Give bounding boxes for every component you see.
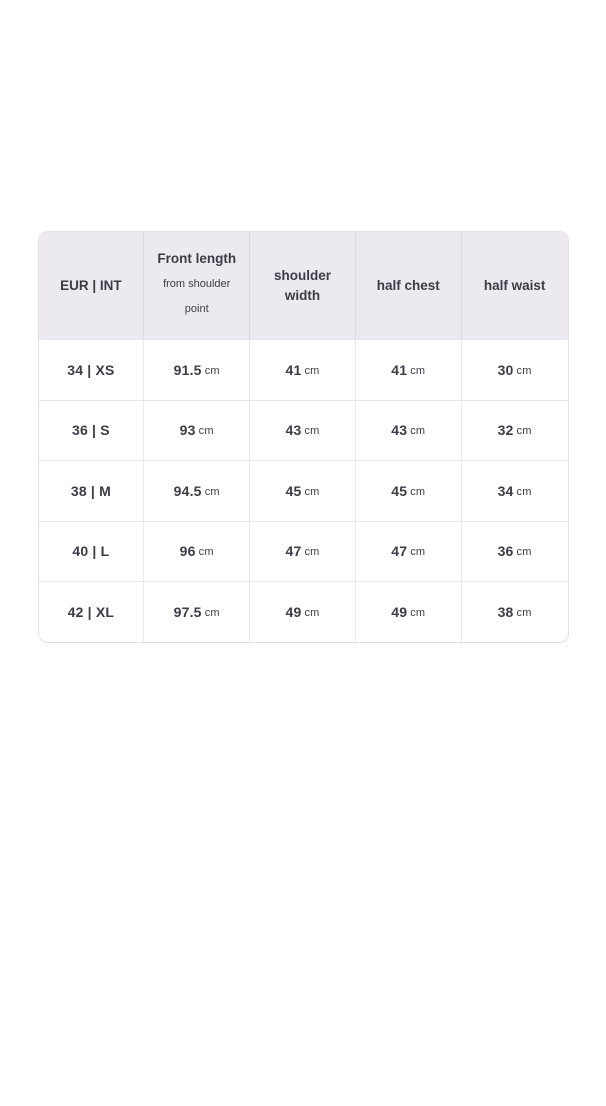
header-front-length: Front length from shoulder point	[144, 232, 251, 339]
value-number: 49	[391, 603, 408, 620]
value-unit: cm	[198, 546, 214, 559]
value-number: 32	[497, 422, 514, 439]
half-waist-cell: 30 cm	[462, 340, 568, 400]
half-waist-cell: 36 cm	[462, 522, 568, 582]
value-number: 34	[497, 482, 514, 499]
half-chest-cell: 41 cm	[356, 340, 462, 400]
value-unit: cm	[516, 606, 532, 619]
value-unit: cm	[204, 606, 220, 619]
half-chest-cell: 45 cm	[356, 461, 462, 521]
value-unit: cm	[410, 425, 426, 438]
table-row: 34 | XS 91.5 cm 41 cm 41 cm 30 cm	[38, 339, 568, 400]
size-cell: 34 | XS	[39, 340, 145, 400]
table-body: 34 | XS 91.5 cm 41 cm 41 cm 30 cm 36 | S 93 cm 43 cm 4…	[38, 339, 568, 642]
value-number: 30	[497, 361, 514, 378]
value-unit: cm	[516, 485, 532, 498]
front-length-cell: 91.5 cm	[144, 340, 251, 400]
value-unit: cm	[410, 546, 426, 559]
value-number: 38	[497, 603, 514, 620]
value-unit: cm	[304, 425, 320, 438]
value-number: 97.5	[173, 603, 202, 620]
value-unit: cm	[204, 364, 220, 377]
shoulder-width-cell: 45 cm	[250, 461, 356, 521]
header-sublabel: from shoulder point	[163, 278, 231, 315]
front-length-cell: 97.5 cm	[144, 582, 251, 642]
value-number: 49	[285, 603, 302, 620]
value-number: 94.5	[173, 482, 202, 499]
half-chest-cell: 47 cm	[356, 521, 462, 581]
table-row: 38 | M 94.5 cm 45 cm 45 cm 34 cm	[38, 460, 568, 521]
header-shoulder-width: shoulder width	[250, 232, 356, 339]
value-unit: cm	[198, 425, 214, 438]
value-unit: cm	[410, 485, 426, 498]
value-unit: cm	[304, 606, 320, 619]
header-label: shoulder width	[273, 267, 331, 303]
size-cell: 42 | XL	[39, 582, 145, 642]
half-waist-cell: 38 cm	[462, 582, 568, 642]
value-number: 43	[391, 422, 408, 439]
value-number: 93	[179, 422, 196, 439]
shoulder-width-cell: 47 cm	[250, 521, 356, 581]
value-unit: cm	[516, 425, 532, 438]
header-label: half chest	[376, 277, 440, 293]
value-unit: cm	[304, 364, 320, 377]
shoulder-width-cell: 43 cm	[250, 400, 356, 460]
header-half-waist: half waist	[462, 232, 568, 339]
table-header-row: EUR | INT Front length from shoulder poi…	[38, 232, 568, 339]
value-number: 47	[285, 543, 302, 560]
size-cell: 40 | L	[39, 521, 145, 581]
value-unit: cm	[410, 364, 426, 377]
value-number: 91.5	[173, 361, 202, 378]
half-waist-cell: 32 cm	[462, 401, 568, 461]
value-unit: cm	[304, 485, 320, 498]
header-half-chest: half chest	[356, 232, 462, 339]
size-cell: 38 | M	[39, 461, 145, 521]
front-length-cell: 93 cm	[144, 400, 251, 460]
size-cell: 36 | S	[39, 400, 145, 460]
header-label: EUR | INT	[60, 277, 122, 293]
front-length-cell: 94.5 cm	[144, 461, 251, 521]
value-number: 45	[391, 482, 408, 499]
value-unit: cm	[516, 546, 532, 559]
front-length-cell: 96 cm	[144, 521, 251, 581]
table-row: 36 | S 93 cm 43 cm 43 cm 32 cm	[38, 399, 568, 461]
header-label: half waist	[483, 277, 546, 293]
shoulder-width-cell: 49 cm	[250, 582, 356, 642]
half-waist-cell: 34 cm	[462, 461, 568, 521]
value-unit: cm	[410, 606, 426, 619]
value-unit: cm	[516, 364, 532, 377]
table-row: 40 | L 96 cm 47 cm 47 cm 36 cm	[38, 520, 568, 582]
value-number: 41	[391, 361, 408, 378]
value-number: 45	[285, 482, 302, 499]
value-unit: cm	[204, 485, 220, 498]
value-number: 36	[497, 543, 514, 560]
shoulder-width-cell: 41 cm	[250, 340, 356, 400]
value-unit: cm	[304, 546, 320, 559]
value-number: 47	[391, 543, 408, 560]
value-number: 96	[179, 543, 196, 560]
half-chest-cell: 43 cm	[356, 400, 462, 460]
value-number: 41	[285, 361, 302, 378]
value-number: 43	[285, 422, 302, 439]
header-label: Front length	[157, 251, 237, 267]
table-row: 42 | XL 97.5 cm 49 cm 49 cm 38 cm	[38, 581, 568, 642]
header-eur-int: EUR | INT	[39, 232, 145, 339]
size-chart-table: EUR | INT Front length from shoulder poi…	[37, 231, 569, 643]
half-chest-cell: 49 cm	[356, 582, 462, 642]
